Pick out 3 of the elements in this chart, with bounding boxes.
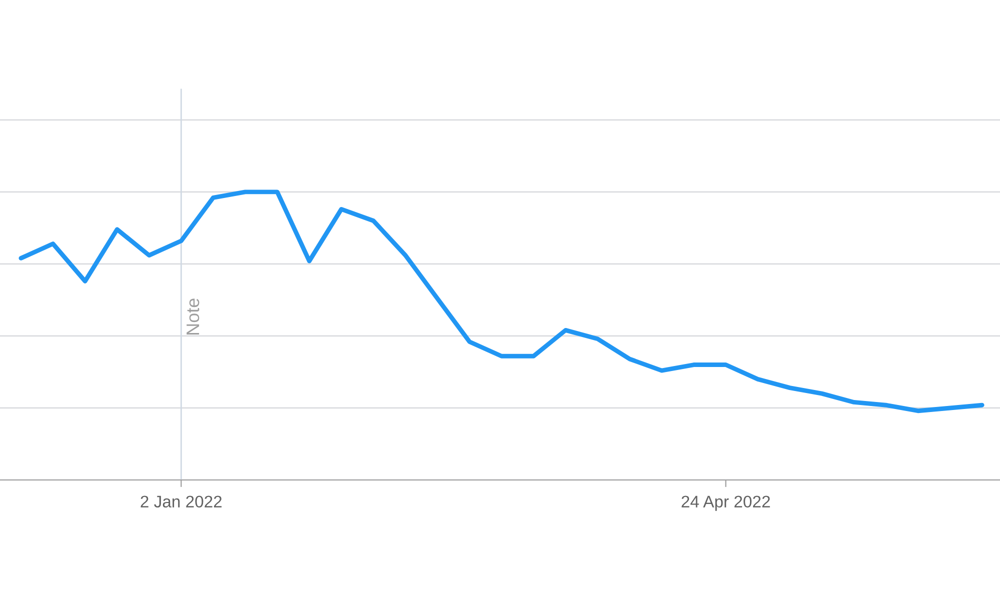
ref-line-label: Note [186,298,200,334]
x-tick-label: 2 Jan 2022 [140,496,222,508]
x-tick-label: 24 Apr 2022 [682,496,770,511]
